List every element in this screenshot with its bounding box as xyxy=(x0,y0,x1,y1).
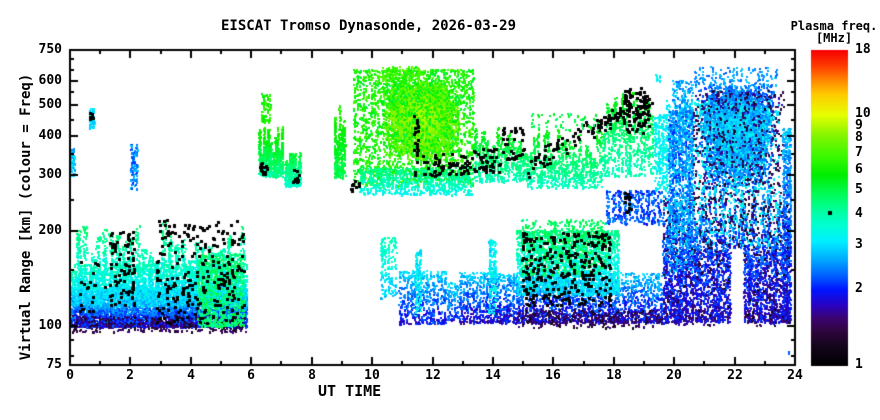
x-tick-label: 24 xyxy=(787,368,803,383)
colorbar-tick-label: 18 xyxy=(855,42,871,57)
x-tick-label: 6 xyxy=(247,368,255,383)
x-tick-label: 20 xyxy=(666,368,682,383)
y-axis-label: Virtual Range [km] (colour = Freq) xyxy=(18,73,34,361)
x-tick-label: 4 xyxy=(187,368,195,383)
y-tick-label: 400 xyxy=(38,128,62,143)
x-axis-label: UT TIME xyxy=(318,382,382,400)
y-tick-label: 600 xyxy=(38,73,62,88)
colorbar-tick-label: 8 xyxy=(855,130,863,145)
y-tick-label: 200 xyxy=(38,223,62,238)
y-tick-label: 75 xyxy=(46,357,62,372)
y-tick-label: 300 xyxy=(38,167,62,182)
y-tick-label: 100 xyxy=(38,318,62,333)
colorbar-tick-label: 4 xyxy=(855,206,863,221)
x-tick-label: 10 xyxy=(364,368,380,383)
y-tick-label: 750 xyxy=(38,42,62,57)
colorbar-tick-label: 5 xyxy=(855,182,863,197)
x-tick-label: 12 xyxy=(425,368,441,383)
x-tick-label: 18 xyxy=(606,368,622,383)
x-tick-label: 22 xyxy=(727,368,743,383)
colorbar-title: Plasma freq. xyxy=(790,19,878,33)
colorbar-unit: [MHz] xyxy=(815,31,853,45)
colorbar-tick-label: 6 xyxy=(855,162,863,177)
colorbar-tick-label: 10 xyxy=(855,106,871,121)
plot-title: EISCAT Tromso Dynasonde, 2026-03-29 xyxy=(221,18,517,34)
x-tick-label: 2 xyxy=(126,368,134,383)
x-tick-label: 16 xyxy=(545,368,561,383)
x-tick-label: 0 xyxy=(66,368,74,383)
colorbar-tick-label: 9 xyxy=(855,118,863,133)
x-tick-label: 8 xyxy=(308,368,316,383)
x-tick-label: 14 xyxy=(485,368,501,383)
y-tick-label: 500 xyxy=(38,97,62,112)
colorbar-tick-label: 3 xyxy=(855,237,863,252)
colorbar-tick-label: 1 xyxy=(855,357,863,372)
colorbar-tick-label: 7 xyxy=(855,145,863,160)
colorbar-tick-label: 2 xyxy=(855,281,863,296)
